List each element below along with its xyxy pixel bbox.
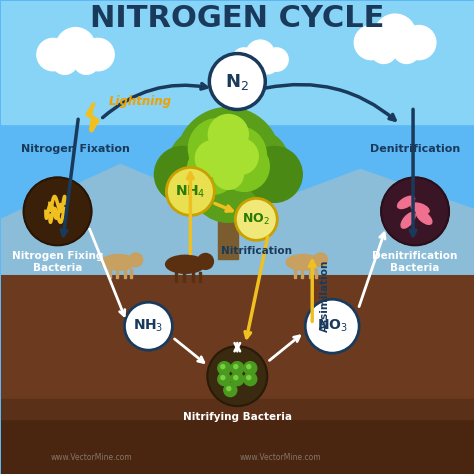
Circle shape xyxy=(246,146,302,202)
Circle shape xyxy=(370,37,397,64)
Circle shape xyxy=(393,37,420,64)
Polygon shape xyxy=(0,0,474,274)
Polygon shape xyxy=(0,0,474,125)
Circle shape xyxy=(219,141,269,191)
Circle shape xyxy=(247,365,251,369)
Circle shape xyxy=(125,302,173,350)
Circle shape xyxy=(167,128,243,204)
Polygon shape xyxy=(0,419,474,474)
Text: NH$_4$: NH$_4$ xyxy=(175,183,206,200)
Circle shape xyxy=(210,54,265,109)
Circle shape xyxy=(188,118,248,178)
Circle shape xyxy=(244,362,257,374)
Polygon shape xyxy=(116,269,118,278)
Ellipse shape xyxy=(416,210,432,224)
Ellipse shape xyxy=(286,255,320,270)
Polygon shape xyxy=(182,272,185,282)
Text: Denitrification
Bacteria: Denitrification Bacteria xyxy=(373,251,458,273)
Circle shape xyxy=(231,373,244,386)
Circle shape xyxy=(214,128,290,204)
Circle shape xyxy=(52,49,77,74)
Circle shape xyxy=(198,254,213,269)
Circle shape xyxy=(259,55,277,74)
Circle shape xyxy=(402,26,436,60)
Polygon shape xyxy=(109,269,111,278)
Text: www.VectorMine.com: www.VectorMine.com xyxy=(51,453,132,462)
Text: www.VectorMine.com: www.VectorMine.com xyxy=(239,453,321,462)
Polygon shape xyxy=(0,259,474,474)
Text: Nitrogen Fixing
Bacteria: Nitrogen Fixing Bacteria xyxy=(12,251,103,273)
Circle shape xyxy=(354,26,389,60)
Polygon shape xyxy=(174,272,177,282)
Ellipse shape xyxy=(411,203,429,214)
Circle shape xyxy=(176,108,280,211)
Circle shape xyxy=(314,253,328,266)
Ellipse shape xyxy=(401,212,415,228)
Circle shape xyxy=(74,49,99,74)
Text: NO$_2$: NO$_2$ xyxy=(242,212,270,227)
Ellipse shape xyxy=(398,196,415,209)
Polygon shape xyxy=(192,272,194,282)
Circle shape xyxy=(187,145,237,194)
Polygon shape xyxy=(0,164,474,274)
Circle shape xyxy=(213,159,243,190)
Circle shape xyxy=(234,365,238,369)
Circle shape xyxy=(195,140,231,176)
Polygon shape xyxy=(219,204,238,259)
Polygon shape xyxy=(0,244,474,259)
Text: NITROGEN CYCLE: NITROGEN CYCLE xyxy=(90,4,384,33)
Ellipse shape xyxy=(101,255,136,270)
Circle shape xyxy=(224,383,237,397)
Circle shape xyxy=(227,387,231,391)
Circle shape xyxy=(37,38,69,71)
Polygon shape xyxy=(124,269,126,278)
Circle shape xyxy=(247,375,251,380)
Polygon shape xyxy=(199,272,201,282)
Circle shape xyxy=(235,199,277,240)
Text: Nitrifying Bacteria: Nitrifying Bacteria xyxy=(183,412,292,422)
Circle shape xyxy=(155,146,210,202)
Text: Assimilation: Assimilation xyxy=(320,260,330,332)
Circle shape xyxy=(56,27,95,67)
Polygon shape xyxy=(0,259,474,279)
Circle shape xyxy=(222,138,258,174)
Circle shape xyxy=(243,55,262,74)
Circle shape xyxy=(191,146,266,222)
Text: Denitrification: Denitrification xyxy=(370,145,460,155)
Text: Nitrogen Fixation: Nitrogen Fixation xyxy=(21,145,130,155)
Circle shape xyxy=(209,115,248,155)
Text: Lightning: Lightning xyxy=(109,95,172,108)
Circle shape xyxy=(218,373,231,386)
Circle shape xyxy=(381,177,449,246)
Text: NH$_3$: NH$_3$ xyxy=(133,318,164,334)
Circle shape xyxy=(246,40,274,69)
Circle shape xyxy=(265,48,288,71)
Text: N$_2$: N$_2$ xyxy=(225,72,249,91)
Polygon shape xyxy=(130,269,132,278)
Ellipse shape xyxy=(165,255,205,273)
Circle shape xyxy=(207,346,267,406)
Circle shape xyxy=(218,362,231,374)
Circle shape xyxy=(232,48,256,71)
Circle shape xyxy=(234,375,238,380)
Circle shape xyxy=(129,253,143,266)
Polygon shape xyxy=(301,269,302,278)
Circle shape xyxy=(221,365,225,369)
Polygon shape xyxy=(0,399,474,419)
Polygon shape xyxy=(294,269,296,278)
Circle shape xyxy=(24,177,91,246)
Circle shape xyxy=(231,362,244,374)
Polygon shape xyxy=(315,269,317,278)
Circle shape xyxy=(210,127,266,182)
Circle shape xyxy=(166,167,214,215)
Text: Nitrification: Nitrification xyxy=(221,246,292,256)
Circle shape xyxy=(244,373,257,386)
Circle shape xyxy=(305,299,359,353)
Circle shape xyxy=(82,38,114,71)
Circle shape xyxy=(374,14,416,56)
Polygon shape xyxy=(88,104,95,130)
Text: NO$_3$: NO$_3$ xyxy=(317,318,347,334)
Polygon shape xyxy=(309,269,310,278)
Circle shape xyxy=(221,375,225,380)
